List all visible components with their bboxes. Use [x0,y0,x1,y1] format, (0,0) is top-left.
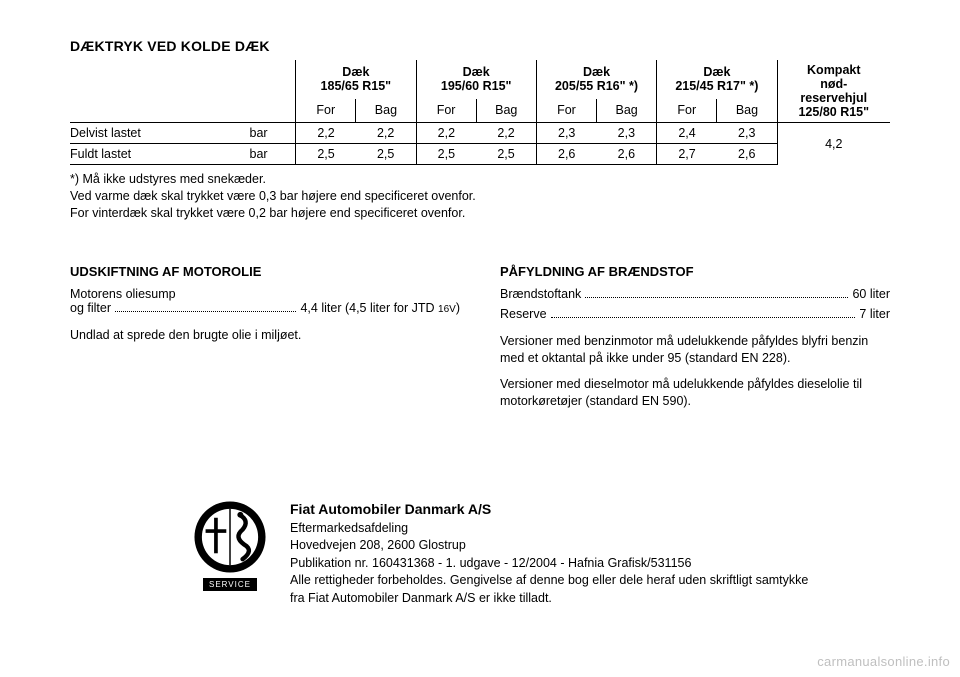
col-rear: Bag [356,99,416,123]
tyre-header: Dæk205/55 R16" *) [536,60,656,99]
oil-section: UDSKIFTNING AF MOTOROLIE Motorens oliesu… [70,264,460,411]
alfa-romeo-logo: SERVICE [190,500,270,591]
oil-heading: UDSKIFTNING AF MOTOROLIE [70,264,460,279]
col-front: For [296,99,356,123]
footnotes: *) Må ikke udstyres med snekæder. Ved va… [70,171,890,222]
col-front: For [416,99,476,123]
col-rear: Bag [476,99,536,123]
footer: SERVICE Fiat Automobiler Danmark A/S Eft… [70,500,890,607]
fuel-p2: Versioner med dieselmotor må udelukkende… [500,376,890,410]
col-front: For [536,99,596,123]
oil-filter-row: og filter 4,4 liter (4,5 liter for JTD 1… [70,301,460,315]
table-row: Fuldt lastet bar 2,5 2,5 2,5 2,5 2,6 2,6… [70,144,890,165]
imprint-addr: Hovedvejen 208, 2600 Glostrup [290,537,810,555]
tyre-header: Dæk195/60 R15" [416,60,536,99]
table-row: Delvist lastet bar 2,2 2,2 2,2 2,2 2,3 2… [70,123,890,144]
imprint: Fiat Automobiler Danmark A/S Eftermarked… [290,500,810,607]
fuel-tank-row: Brændstoftank 60 liter [500,287,890,301]
fuel-section: PÅFYLDNING AF BRÆNDSTOF Brændstoftank 60… [500,264,890,411]
company-name: Fiat Automobiler Danmark A/S [290,500,810,520]
service-badge: SERVICE [203,578,257,591]
watermark: carmanualsonline.info [817,654,950,669]
oil-line1: Motorens oliesump [70,287,460,301]
spare-header: Kompakt nød- reservehjul 125/80 R15" [777,60,890,123]
imprint-rights: Alle rettigheder forbeholdes. Gengivelse… [290,572,810,607]
oil-note: Undlad at sprede den brugte olie i miljø… [70,327,460,344]
pressure-table: Dæk185/65 R15" Dæk195/60 R15" Dæk205/55 … [70,60,890,165]
col-front: For [657,99,717,123]
imprint-dept: Eftermarkedsafdeling [290,520,810,538]
tyre-header: Dæk215/45 R17" *) [657,60,777,99]
fuel-heading: PÅFYLDNING AF BRÆNDSTOF [500,264,890,279]
spare-value: 4,2 [777,123,890,165]
col-rear: Bag [597,99,657,123]
fuel-p1: Versioner med benzinmotor må udelukkende… [500,333,890,367]
page-title: DÆKTRYK VED KOLDE DÆK [70,38,890,54]
imprint-pub: Publikation nr. 160431368 - 1. udgave - … [290,555,810,573]
fuel-reserve-row: Reserve 7 liter [500,307,890,321]
col-rear: Bag [717,99,777,123]
logo-icon [193,500,267,574]
tyre-header: Dæk185/65 R15" [296,60,416,99]
